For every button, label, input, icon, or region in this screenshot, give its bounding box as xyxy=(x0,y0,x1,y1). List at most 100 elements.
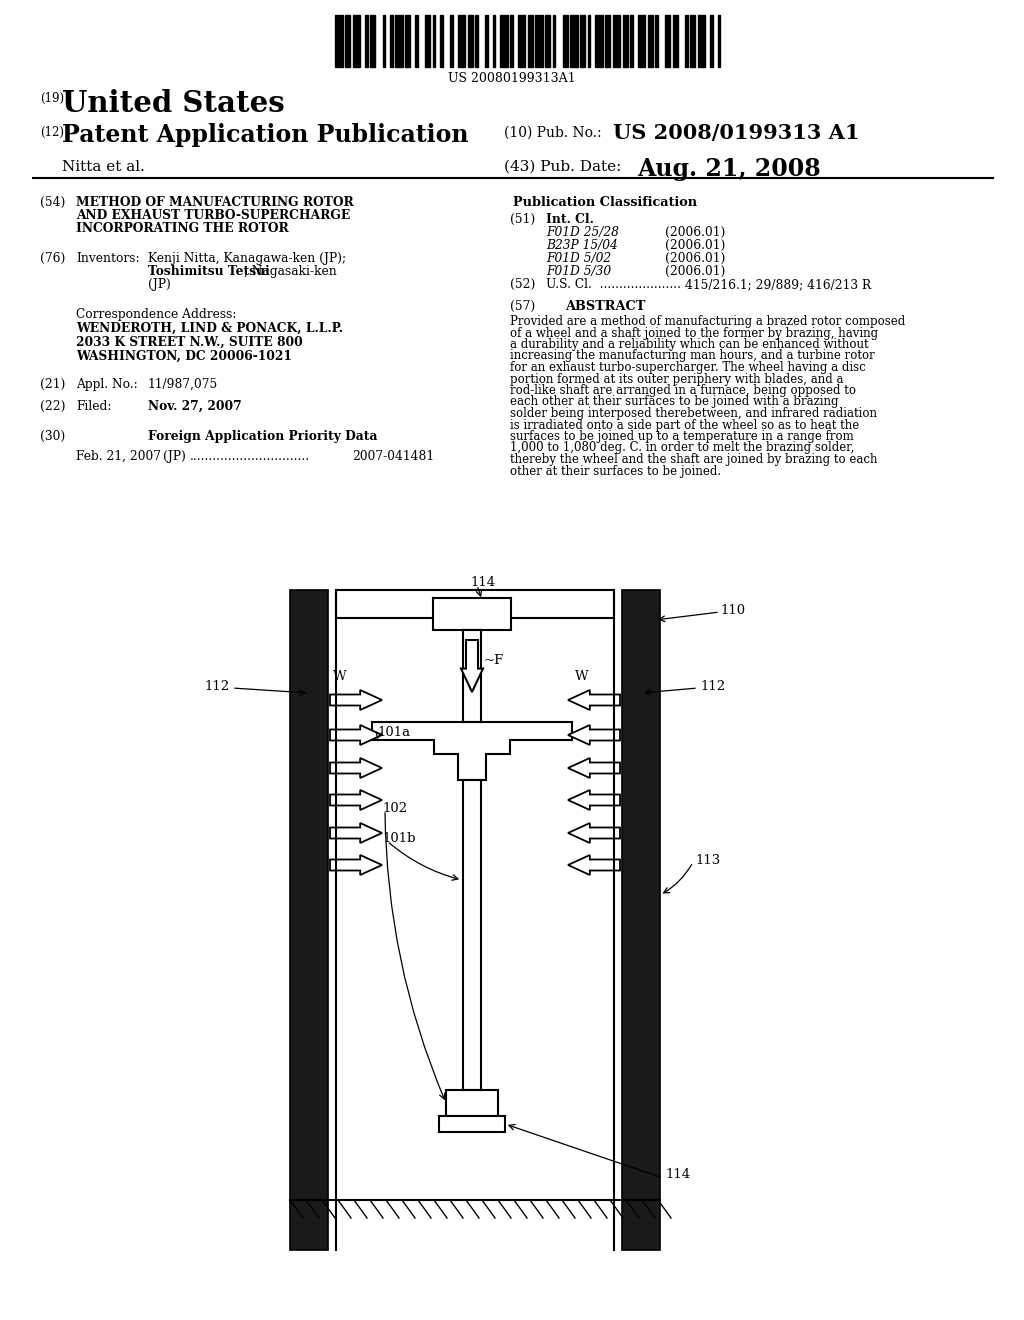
Bar xyxy=(440,15,442,67)
Text: 113: 113 xyxy=(695,854,720,866)
Text: 112: 112 xyxy=(205,680,230,693)
Text: (57): (57) xyxy=(510,300,536,313)
Text: F01D 5/02: F01D 5/02 xyxy=(546,252,611,265)
Text: (12): (12) xyxy=(40,125,63,139)
Text: B23P 15/04: B23P 15/04 xyxy=(546,239,617,252)
Bar xyxy=(463,630,481,722)
Bar xyxy=(493,15,495,67)
Text: Inventors:: Inventors: xyxy=(76,252,139,265)
Text: Nitta et al.: Nitta et al. xyxy=(62,160,144,174)
Polygon shape xyxy=(330,725,382,744)
Bar xyxy=(665,15,670,67)
Text: 101a: 101a xyxy=(377,726,411,738)
Bar xyxy=(595,15,602,67)
Text: Aug. 21, 2008: Aug. 21, 2008 xyxy=(637,157,821,181)
Text: for an exhaust turbo-supercharger. The wheel having a disc: for an exhaust turbo-supercharger. The w… xyxy=(510,360,865,374)
Bar xyxy=(517,15,525,67)
Text: solder being interposed therebetween, and infrared radiation: solder being interposed therebetween, an… xyxy=(510,407,877,420)
Bar xyxy=(647,15,652,67)
Bar xyxy=(588,15,590,67)
Bar xyxy=(690,15,695,67)
Polygon shape xyxy=(568,725,620,744)
Bar xyxy=(630,15,633,67)
Bar xyxy=(580,15,585,67)
Text: (76): (76) xyxy=(40,252,66,265)
Text: (54): (54) xyxy=(40,195,66,209)
Bar xyxy=(622,590,660,1250)
Bar xyxy=(390,15,392,67)
Text: US 2008/0199313 A1: US 2008/0199313 A1 xyxy=(613,123,859,143)
Text: METHOD OF MANUFACTURING ROTOR: METHOD OF MANUFACTURING ROTOR xyxy=(76,195,353,209)
Text: surfaces to be joined up to a temperature in a range from: surfaces to be joined up to a temperatur… xyxy=(510,430,854,444)
Bar xyxy=(562,15,567,67)
Text: Nov. 27, 2007: Nov. 27, 2007 xyxy=(148,400,242,413)
Text: of a wheel and a shaft joined to the former by brazing, having: of a wheel and a shaft joined to the for… xyxy=(510,326,879,339)
Bar xyxy=(370,15,375,67)
Text: ABSTRACT: ABSTRACT xyxy=(565,300,645,313)
Bar xyxy=(718,15,720,67)
Bar xyxy=(450,15,453,67)
Text: each other at their surfaces to be joined with a brazing: each other at their surfaces to be joine… xyxy=(510,396,839,408)
Text: increasing the manufacturing man hours, and a turbine rotor: increasing the manufacturing man hours, … xyxy=(510,350,874,363)
Polygon shape xyxy=(568,822,620,843)
Text: US 20080199313A1: US 20080199313A1 xyxy=(449,73,575,84)
Text: (10) Pub. No.:: (10) Pub. No.: xyxy=(504,125,602,140)
Text: 101b: 101b xyxy=(382,832,416,845)
Bar xyxy=(415,15,418,67)
Bar xyxy=(463,780,481,1090)
Text: 110: 110 xyxy=(720,603,745,616)
Text: 2007-041481: 2007-041481 xyxy=(352,450,434,463)
Text: ~F: ~F xyxy=(484,653,504,667)
Polygon shape xyxy=(330,690,382,710)
Polygon shape xyxy=(568,789,620,810)
Text: (43) Pub. Date:: (43) Pub. Date: xyxy=(504,160,622,174)
Bar xyxy=(406,15,410,67)
Text: is irradiated onto a side part of the wheel so as to heat the: is irradiated onto a side part of the wh… xyxy=(510,418,859,432)
Text: thereby the wheel and the shaft are joined by brazing to each: thereby the wheel and the shaft are join… xyxy=(510,453,878,466)
Polygon shape xyxy=(330,855,382,875)
Bar xyxy=(623,15,628,67)
Bar xyxy=(655,15,657,67)
Text: WASHINGTON, DC 20006-1021: WASHINGTON, DC 20006-1021 xyxy=(76,350,292,363)
Text: Provided are a method of manufacturing a brazed rotor composed: Provided are a method of manufacturing a… xyxy=(510,315,905,327)
Text: (JP): (JP) xyxy=(163,450,186,463)
Text: U.S. Cl.  .....................: U.S. Cl. ..................... xyxy=(546,279,681,290)
Polygon shape xyxy=(568,855,620,875)
Text: 1,000 to 1,080 deg. C. in order to melt the brazing solder,: 1,000 to 1,080 deg. C. in order to melt … xyxy=(510,441,854,454)
Bar xyxy=(458,15,465,67)
Text: Foreign Application Priority Data: Foreign Application Priority Data xyxy=(148,430,378,444)
Text: 114: 114 xyxy=(665,1168,690,1181)
Bar xyxy=(446,1090,498,1115)
Text: rod-like shaft are arranged in a furnace, being opposed to: rod-like shaft are arranged in a furnace… xyxy=(510,384,856,397)
Text: 112: 112 xyxy=(700,680,725,693)
Bar xyxy=(697,15,705,67)
Bar xyxy=(612,15,620,67)
Text: Int. Cl.: Int. Cl. xyxy=(546,213,594,226)
Bar xyxy=(425,15,430,67)
Text: 2033 K STREET N.W., SUITE 800: 2033 K STREET N.W., SUITE 800 xyxy=(76,337,303,348)
Bar xyxy=(553,15,555,67)
Text: Kenji Nitta, Kanagawa-ken (JP);: Kenji Nitta, Kanagawa-ken (JP); xyxy=(148,252,346,265)
Text: (19): (19) xyxy=(40,92,65,106)
Text: Filed:: Filed: xyxy=(76,400,112,413)
Bar xyxy=(336,590,614,618)
Bar xyxy=(605,15,610,67)
Text: WENDEROTH, LIND & PONACK, L.L.P.: WENDEROTH, LIND & PONACK, L.L.P. xyxy=(76,322,343,335)
Text: (2006.01): (2006.01) xyxy=(665,265,725,279)
Text: INCORPORATING THE ROTOR: INCORPORATING THE ROTOR xyxy=(76,222,289,235)
Bar xyxy=(500,15,508,67)
Text: portion formed at its outer periphery with blades, and a: portion formed at its outer periphery wi… xyxy=(510,372,844,385)
Text: ...............................: ............................... xyxy=(190,450,310,463)
Bar xyxy=(432,15,435,67)
Text: 11/987,075: 11/987,075 xyxy=(148,378,218,391)
Text: Toshimitsu Tetsui: Toshimitsu Tetsui xyxy=(148,265,269,279)
Bar xyxy=(570,15,578,67)
Text: (52): (52) xyxy=(510,279,536,290)
Bar xyxy=(510,15,512,67)
Text: a durability and a reliability which can be enhanced without: a durability and a reliability which can… xyxy=(510,338,868,351)
Text: (JP): (JP) xyxy=(148,279,171,290)
Text: (51): (51) xyxy=(510,213,536,226)
Text: United States: United States xyxy=(62,88,285,117)
Text: (2006.01): (2006.01) xyxy=(665,252,725,265)
Text: F01D 5/30: F01D 5/30 xyxy=(546,265,611,279)
